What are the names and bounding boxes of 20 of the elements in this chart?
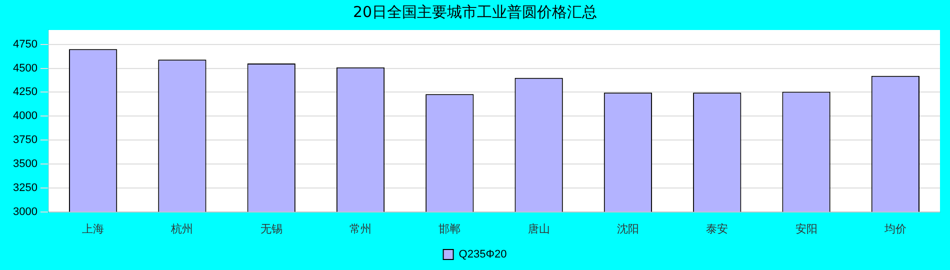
x-tick-label: 沈阳 (616, 222, 639, 236)
y-tick-label: 4500 (12, 62, 38, 74)
y-tick-label: 4250 (12, 86, 38, 98)
y-tick-label: 3500 (12, 158, 38, 170)
x-tick-label: 常州 (350, 222, 372, 236)
x-tick-label: 邯郸 (438, 222, 461, 236)
x-tick-label: 无锡 (260, 223, 282, 236)
x-tick-label: 安阳 (795, 222, 818, 236)
x-tick-label: 上海 (82, 222, 104, 236)
legend-label: Q235Φ20 (458, 248, 507, 261)
x-tick-label: 均价 (883, 223, 906, 236)
x-tick-label: 杭州 (170, 222, 194, 236)
y-tick-label: 4000 (12, 110, 38, 122)
y-tick-label: 3000 (12, 206, 38, 218)
x-tick-label: 泰安 (706, 222, 728, 236)
y-tick-label: 3750 (12, 134, 38, 146)
x-tick-label: 唐山 (528, 222, 550, 236)
y-tick-label: 3250 (12, 182, 38, 194)
y-tick-label: 4750 (12, 38, 38, 50)
chart-title: 20日全国主要城市工业普圆价格汇总 (352, 2, 598, 21)
